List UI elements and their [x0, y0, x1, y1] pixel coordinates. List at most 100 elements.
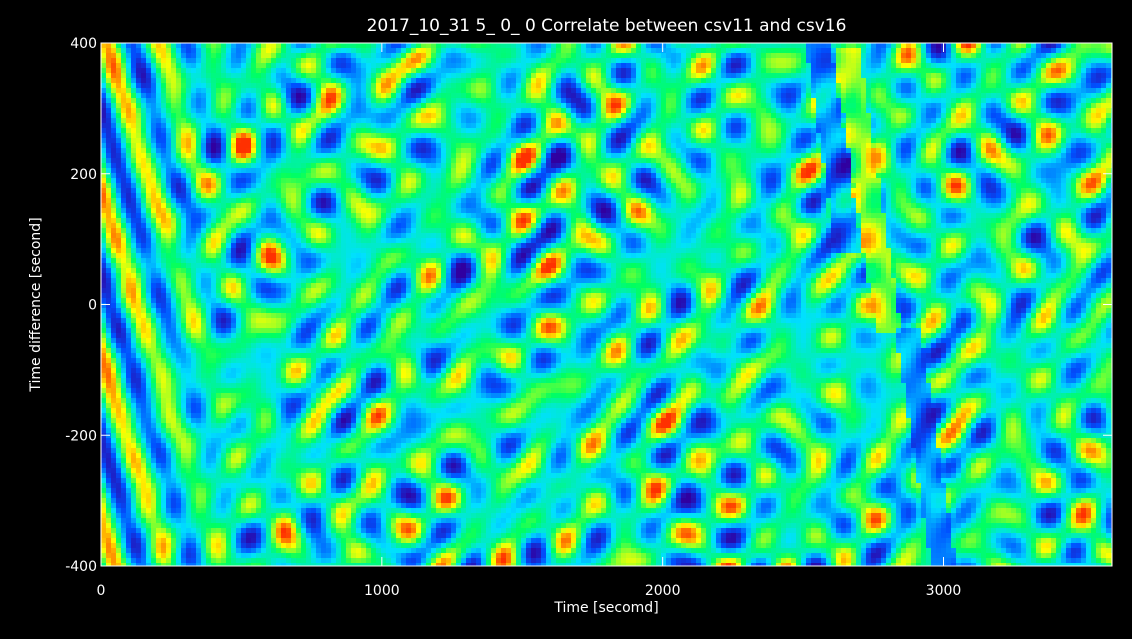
heatmap-cell [266, 58, 272, 64]
heatmap-cell [431, 43, 437, 49]
heatmap-cell [291, 98, 297, 104]
heatmap-cell [831, 88, 837, 94]
heatmap-cell [221, 158, 227, 164]
heatmap-cell [666, 83, 672, 89]
heatmap-cell [691, 123, 697, 129]
heatmap-cell [711, 133, 717, 139]
heatmap-cell [351, 48, 357, 54]
heatmap-cell [691, 78, 697, 84]
heatmap-cells [101, 43, 1112, 566]
heatmap-cell [566, 153, 572, 159]
heatmap-cell [211, 43, 217, 49]
heatmap-cell [901, 83, 907, 89]
chart-title: 2017_10_31 5_ 0_ 0 Correlate between csv… [367, 16, 847, 36]
heatmap-cell [1036, 93, 1042, 99]
heatmap-cell [866, 68, 872, 74]
heatmap-cell [656, 58, 662, 64]
heatmap-cell [601, 148, 607, 154]
heatmap-cell [851, 123, 857, 129]
heatmap-cell [956, 158, 962, 164]
heatmap-cell [381, 78, 387, 84]
heatmap-cell [926, 123, 932, 129]
heatmap-cell [166, 143, 172, 149]
heatmap-cell [671, 63, 677, 69]
heatmap-cell [121, 163, 127, 169]
heatmap-cell [736, 58, 742, 64]
heatmap-cell [311, 163, 317, 169]
heatmap-cell [646, 48, 652, 54]
heatmap-cell [886, 123, 892, 129]
heatmap-cell [1021, 123, 1027, 129]
heatmap-cell [856, 53, 862, 59]
heatmap-cell [811, 148, 817, 154]
heatmap-cell [521, 78, 527, 84]
heatmap-cell [826, 43, 832, 49]
heatmap-cell [496, 153, 502, 159]
heatmap-cell [196, 73, 202, 79]
heatmap-cell [521, 123, 527, 129]
heatmap-cell [1061, 83, 1067, 89]
heatmap-cell [776, 83, 782, 89]
heatmap-cell [901, 113, 907, 119]
heatmap-cell [731, 128, 737, 134]
heatmap-cell [741, 128, 747, 134]
heatmap-cell [341, 73, 347, 79]
heatmap-cell [456, 88, 462, 94]
heatmap-cell [1051, 153, 1057, 159]
heatmap-cell [746, 53, 752, 59]
heatmap-cell [716, 153, 722, 159]
heatmap-cell [231, 98, 237, 104]
heatmap-cell [821, 78, 827, 84]
heatmap-cell [1036, 83, 1042, 89]
heatmap-cell [946, 53, 952, 59]
heatmap-cell [811, 153, 817, 159]
heatmap-cell [386, 153, 392, 159]
heatmap-cell [141, 158, 147, 164]
heatmap-cell [966, 158, 972, 164]
heatmap-cell [311, 138, 317, 144]
heatmap-cell [511, 88, 517, 94]
heatmap-cell [556, 53, 562, 59]
heatmap-cell [846, 113, 852, 119]
heatmap-cell [451, 143, 457, 149]
heatmap-cell [591, 78, 597, 84]
heatmap-cell [791, 83, 797, 89]
heatmap-cell [301, 128, 307, 134]
heatmap-cell [531, 138, 537, 144]
heatmap-cell [786, 153, 792, 159]
heatmap-cell [756, 123, 762, 129]
heatmap-cell [361, 138, 367, 144]
heatmap-cell [301, 158, 307, 164]
heatmap-cell [696, 78, 702, 84]
heatmap-cell [166, 98, 172, 104]
heatmap-cell [766, 123, 772, 129]
heatmap-cell [1061, 43, 1067, 49]
heatmap-cell [616, 63, 622, 69]
heatmap-cell [986, 153, 992, 159]
heatmap-cell [266, 88, 272, 94]
heatmap-cell [591, 108, 597, 114]
heatmap-cell [111, 118, 117, 124]
heatmap-cell [241, 163, 247, 169]
heatmap-cell [461, 48, 467, 54]
heatmap-cell [521, 118, 527, 124]
heatmap-cell [226, 123, 232, 129]
heatmap-cell [756, 133, 762, 139]
heatmap-cell [826, 108, 832, 114]
heatmap-cell [866, 43, 872, 49]
heatmap-cell [696, 53, 702, 59]
heatmap-cell [311, 43, 317, 49]
heatmap-cell [371, 103, 377, 109]
heatmap-cell [946, 123, 952, 129]
heatmap-cell [526, 123, 532, 129]
heatmap-cell [236, 148, 242, 154]
heatmap-cell [926, 78, 932, 84]
heatmap-cell [111, 93, 117, 99]
heatmap-cell [576, 53, 582, 59]
heatmap-cell [211, 88, 217, 94]
heatmap-cell [986, 88, 992, 94]
heatmap-cell [206, 53, 212, 59]
heatmap-cell [286, 163, 292, 169]
heatmap-cell [621, 68, 627, 74]
heatmap-cell [346, 98, 352, 104]
